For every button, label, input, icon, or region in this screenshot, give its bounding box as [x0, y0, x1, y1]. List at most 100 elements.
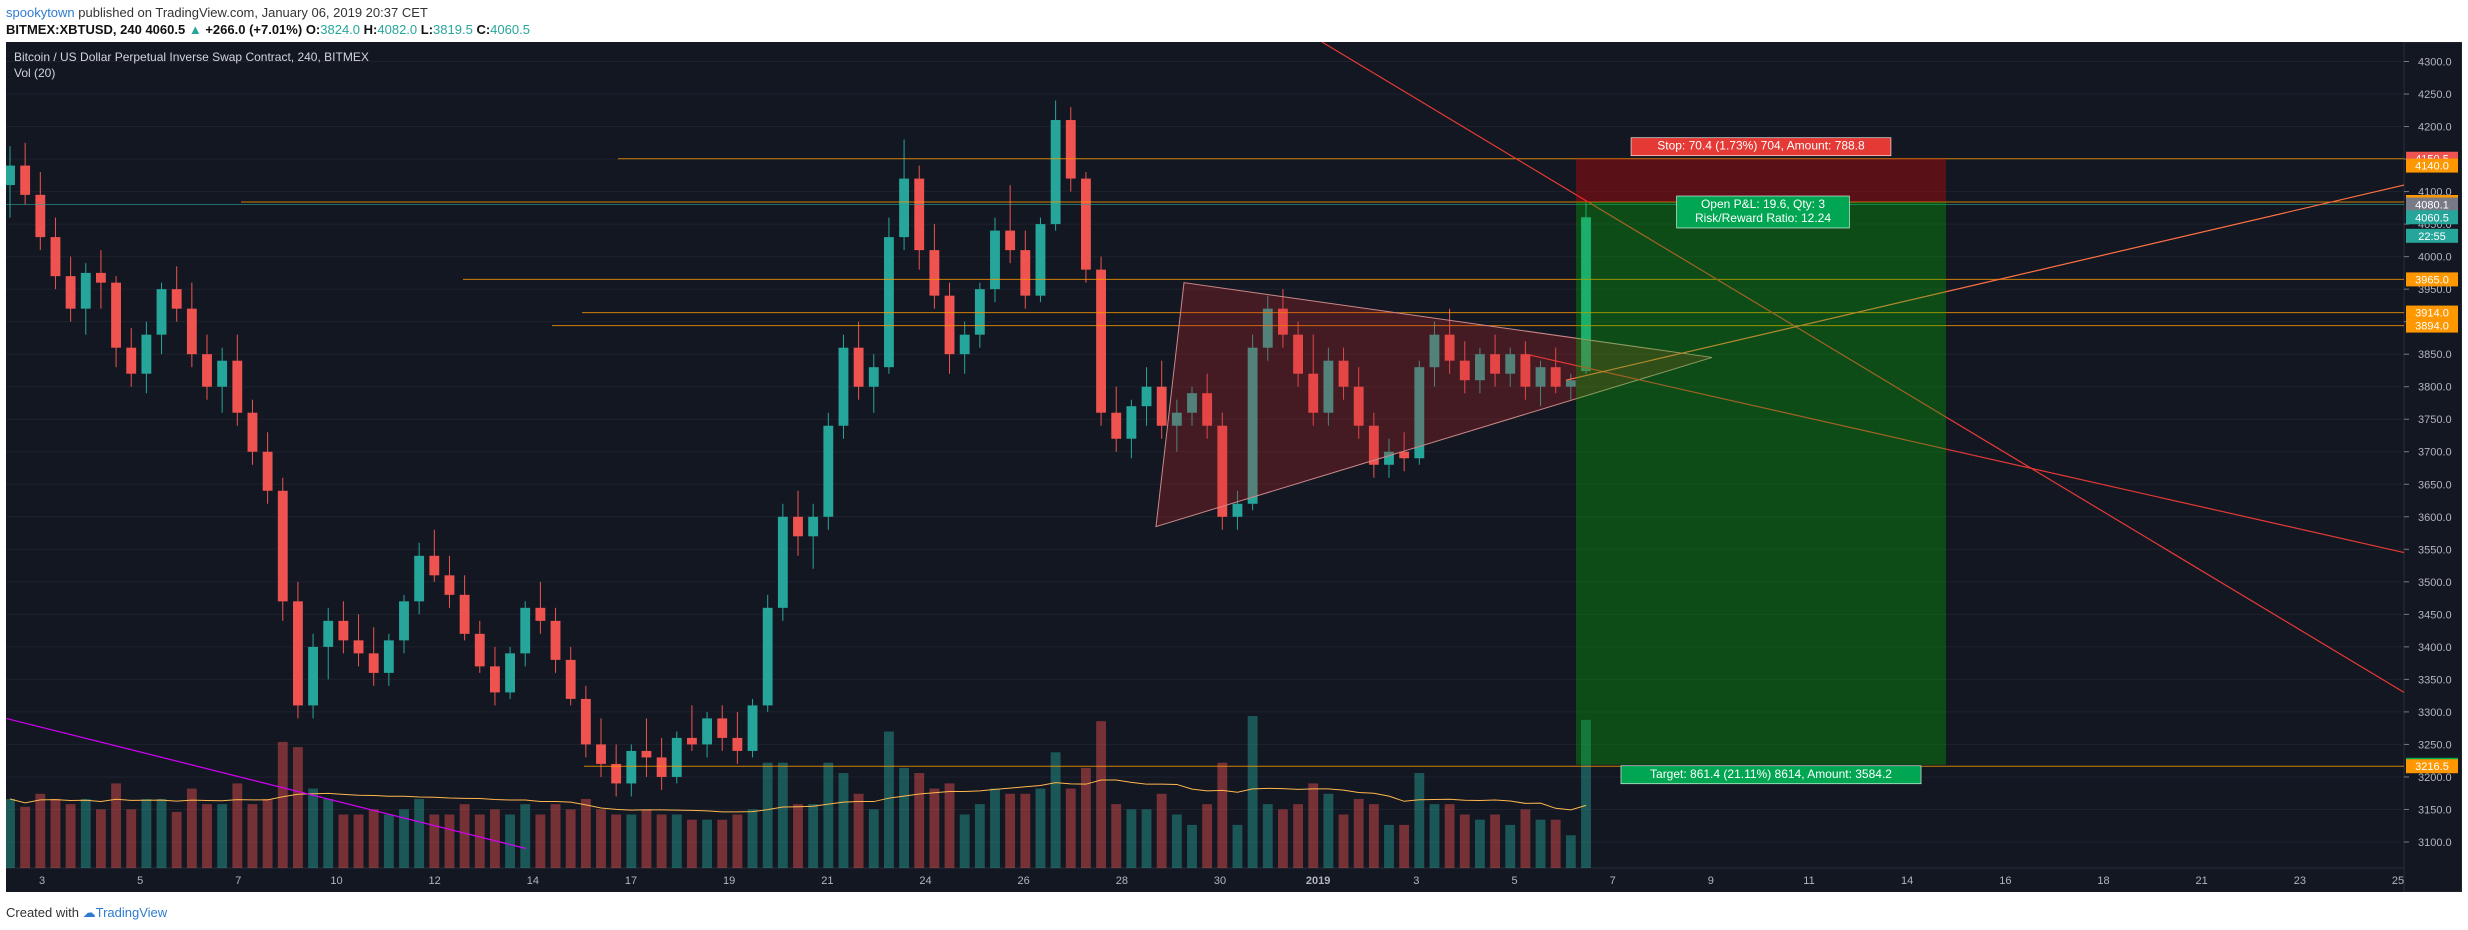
volume-bar [1232, 824, 1243, 868]
volume-bar [747, 809, 758, 868]
volume-bar [853, 793, 864, 868]
candle-body [1035, 224, 1046, 296]
candle-body [353, 640, 364, 654]
y-tick-label: 3550.0 [2418, 544, 2452, 556]
x-tick-label: 26 [1018, 875, 1030, 887]
volume-bar [65, 804, 76, 868]
volume-bar [1535, 819, 1546, 868]
candle-body [520, 607, 531, 654]
tradingview-link[interactable]: TradingView [95, 905, 168, 920]
candle-body [1065, 120, 1076, 179]
volume-bar [262, 798, 273, 868]
volume-bar [611, 814, 622, 868]
candle-body [990, 230, 1000, 290]
y-tick-label: 4250.0 [2418, 89, 2452, 101]
volume-bar [1338, 814, 1349, 868]
price-scale-label: 4080.1 [2406, 197, 2458, 212]
author-link[interactable]: spookytown [6, 5, 75, 20]
volume-bar [914, 773, 925, 868]
volume-bar [974, 804, 985, 868]
candle-body [1323, 360, 1334, 413]
triangle-pattern [1155, 282, 1713, 528]
x-tick-label: 17 [625, 875, 637, 887]
volume-bar [777, 762, 788, 868]
volume-bar [1414, 773, 1425, 868]
candle-body [656, 757, 667, 777]
trendline-purple [6, 717, 527, 850]
open-value: 3824.0 [320, 22, 361, 37]
price-scale-label-bg [2406, 228, 2458, 243]
volume-bar [6, 798, 15, 868]
volume-bar [520, 804, 531, 868]
x-tick-label: 14 [527, 875, 539, 887]
y-tick-label: 3750.0 [2418, 414, 2452, 426]
volume-bar [1065, 788, 1076, 868]
target-zone [1576, 201, 1946, 765]
symbol: BITMEX:XBTUSD, 240 [6, 22, 142, 37]
candle-body [95, 272, 106, 283]
volume-bar [399, 809, 409, 868]
candle-body [247, 412, 258, 452]
y-tick-label: 3650.0 [2418, 479, 2452, 491]
stop-label: Stop: 70.4 (1.73%) 704, Amount: 788.8 [1630, 137, 1892, 157]
volume-bar [1202, 804, 1213, 868]
candle-body [1187, 393, 1197, 413]
price-scale-label-bg [2406, 158, 2458, 173]
x-tick-label: 10 [330, 875, 342, 887]
candle-body [838, 347, 849, 426]
price-scale-label-bg [2406, 318, 2458, 333]
stop-zone [1576, 158, 1946, 202]
volume-bar [990, 788, 1000, 868]
candle-body [1262, 308, 1273, 348]
candle-body [35, 194, 46, 238]
candle-body [111, 282, 122, 348]
volume-bar [247, 804, 258, 868]
pnl-label-text: Open P&L: 19.6, Qty: 3 [1701, 197, 1825, 211]
price-scale-label: 4060.5 [2406, 210, 2458, 225]
candle-body [580, 698, 591, 745]
price-chart[interactable]: 3100.03150.03200.03250.03300.03350.03400… [6, 42, 2462, 892]
volume-bar [1459, 814, 1470, 868]
chart-background [6, 42, 2462, 892]
volume-bar [202, 804, 212, 868]
candle-body [1581, 217, 1591, 372]
volume-bar [429, 814, 440, 868]
candle-body [853, 347, 864, 387]
candle-body [929, 250, 940, 296]
high-label: H: [363, 22, 378, 37]
price-scale-label: 3914.0 [2406, 305, 2458, 320]
candle-body [1459, 360, 1470, 381]
candle-body [611, 763, 622, 784]
x-tick-label: 12 [429, 875, 441, 887]
y-tick-label: 3850.0 [2418, 349, 2452, 361]
candle-body [1399, 451, 1410, 459]
volume-label: Vol (20) [14, 66, 55, 80]
stop-label-text: Stop: 70.4 (1.73%) 704, Amount: 788.8 [1657, 139, 1865, 153]
y-tick-label: 3700.0 [2418, 447, 2452, 459]
close-label: C: [476, 22, 491, 37]
candle-body [702, 718, 713, 745]
y-tick-label: 3200.0 [2418, 772, 2452, 784]
volume-bar [1565, 835, 1576, 868]
volume-bar [868, 809, 879, 868]
candle-body [550, 620, 561, 660]
candle-body [671, 737, 682, 777]
up-arrow-icon: ▲ [188, 22, 202, 37]
volume-bar [959, 814, 970, 868]
candle-body [535, 607, 546, 621]
candle-body [383, 640, 394, 673]
volume-bar [141, 798, 152, 868]
volume-bar [383, 814, 394, 868]
volume-bar [1474, 819, 1485, 868]
volume-bar [1035, 788, 1046, 868]
volume-bar [626, 814, 637, 868]
y-tick-label: 3950.0 [2418, 284, 2452, 296]
candle-body [626, 750, 637, 784]
price-scale-label: 3216.5 [2406, 759, 2458, 774]
price-scale-label: 3965.0 [2406, 272, 2458, 287]
price-scale-label: 3894.0 [2406, 318, 2458, 333]
volume-bar [20, 806, 31, 868]
volume-bar [1581, 719, 1591, 868]
volume-bar [1020, 793, 1031, 868]
candle-body [1217, 425, 1228, 517]
